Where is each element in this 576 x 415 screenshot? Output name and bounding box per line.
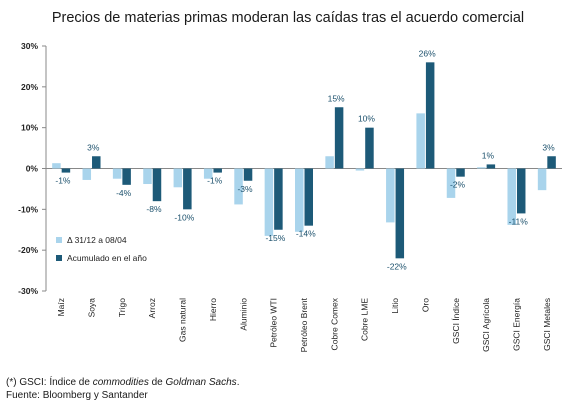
category-label: Petróleo WTI xyxy=(269,298,279,348)
bar-ytd xyxy=(304,168,313,226)
bar-change-since-dec31 xyxy=(325,156,334,169)
bar-ytd xyxy=(243,168,253,181)
bar-ytd xyxy=(61,168,71,173)
category-label: Litio xyxy=(390,298,400,314)
bar-ytd xyxy=(213,168,222,173)
bar-ytd xyxy=(334,107,344,169)
bar-ytd xyxy=(183,168,192,210)
bar-change-since-dec31 xyxy=(295,168,304,232)
y-tick-label: 0% xyxy=(26,164,39,174)
data-label: -8% xyxy=(146,204,162,214)
bar-change-since-dec31 xyxy=(355,168,365,171)
y-tick-label: 20% xyxy=(21,82,38,92)
category-label: Trigo xyxy=(117,298,127,317)
data-label: -22% xyxy=(387,261,407,271)
bar-change-since-dec31 xyxy=(52,163,61,169)
bar-ytd xyxy=(122,168,131,185)
category-label: GSCI Índice xyxy=(451,298,461,344)
bar-change-since-dec31 xyxy=(82,168,92,180)
data-label: -11% xyxy=(509,216,529,226)
bar-change-since-dec31 xyxy=(112,168,122,179)
bar-ytd xyxy=(516,168,526,214)
data-label: 26% xyxy=(419,48,436,58)
data-label: 3% xyxy=(87,142,100,152)
bar-change-since-dec31 xyxy=(416,113,425,169)
category-label: Cobre Comex xyxy=(329,297,339,350)
category-label: Oro xyxy=(420,298,430,312)
category-label: Maíz xyxy=(56,298,66,316)
legend-swatch xyxy=(56,237,62,243)
data-label: -4% xyxy=(116,188,132,198)
legend-swatch xyxy=(56,255,62,261)
y-tick-label: -30% xyxy=(18,286,38,296)
bar-change-since-dec31 xyxy=(477,167,486,169)
data-label: -3% xyxy=(237,184,253,194)
legend-label: Δ 31/12 a 08/04 xyxy=(67,235,127,245)
bar-change-since-dec31 xyxy=(234,168,243,205)
bar-ytd xyxy=(274,168,283,230)
data-label: 3% xyxy=(542,142,555,152)
bar-ytd xyxy=(486,164,496,169)
bar-ytd xyxy=(152,168,162,202)
category-label: Cobre LME xyxy=(360,298,370,341)
bar-change-since-dec31 xyxy=(446,168,456,198)
footnote: (*) GSCI: Índice de commodities de Goldm… xyxy=(6,376,239,402)
y-tick-label: 30% xyxy=(21,41,38,51)
category-label: Hierro xyxy=(208,298,218,321)
y-tick-label: -20% xyxy=(18,245,38,255)
data-label: -14% xyxy=(296,229,316,239)
data-label: -1% xyxy=(55,176,71,186)
y-tick-label: -10% xyxy=(18,204,38,214)
category-label: Arroz xyxy=(147,298,157,318)
bar-change-since-dec31 xyxy=(173,168,183,188)
bar-change-since-dec31 xyxy=(507,168,516,225)
bar-change-since-dec31 xyxy=(203,168,213,179)
data-label: -1% xyxy=(207,176,223,186)
footnote-source: Fuente: Bloomberg y Santander xyxy=(6,390,148,401)
bar-ytd xyxy=(547,156,556,169)
bar-change-since-dec31 xyxy=(143,168,152,185)
category-label: Gas natural xyxy=(178,298,188,342)
data-label: -2% xyxy=(450,180,466,190)
category-label: GSCI Agrícola xyxy=(481,298,491,352)
bar-ytd xyxy=(456,168,465,177)
data-label: -10% xyxy=(174,212,194,222)
bar-change-since-dec31 xyxy=(264,168,274,236)
bar-ytd xyxy=(365,127,374,169)
footnote-line-1: (*) GSCI: Índice de commodities de Goldm… xyxy=(6,377,240,388)
bar-ytd xyxy=(425,62,435,169)
category-label: GSCI Metales xyxy=(542,298,552,351)
data-label: 1% xyxy=(482,150,495,160)
bar-change-since-dec31 xyxy=(537,168,547,191)
category-label: Petróleo Brent xyxy=(299,297,309,352)
bar-change-since-dec31 xyxy=(386,168,395,223)
chart-title: Precios de materias primas moderan las c… xyxy=(51,10,525,26)
legend-label: Acumulado en el año xyxy=(67,253,147,263)
category-label: GSCI Energía xyxy=(511,298,521,351)
data-label: 15% xyxy=(328,93,345,103)
bar-ytd xyxy=(395,168,405,259)
data-label: 10% xyxy=(358,114,375,124)
bar-ytd xyxy=(92,156,101,169)
category-label: Aluminio xyxy=(238,298,248,331)
bar-chart: 30% 20% 10% 0% -10% -20% -30% -1% Maíz 3% Soya -4%… xyxy=(18,41,562,352)
y-tick-label: 10% xyxy=(21,123,38,133)
data-label: -15% xyxy=(265,233,285,243)
category-label: Soya xyxy=(87,298,97,318)
